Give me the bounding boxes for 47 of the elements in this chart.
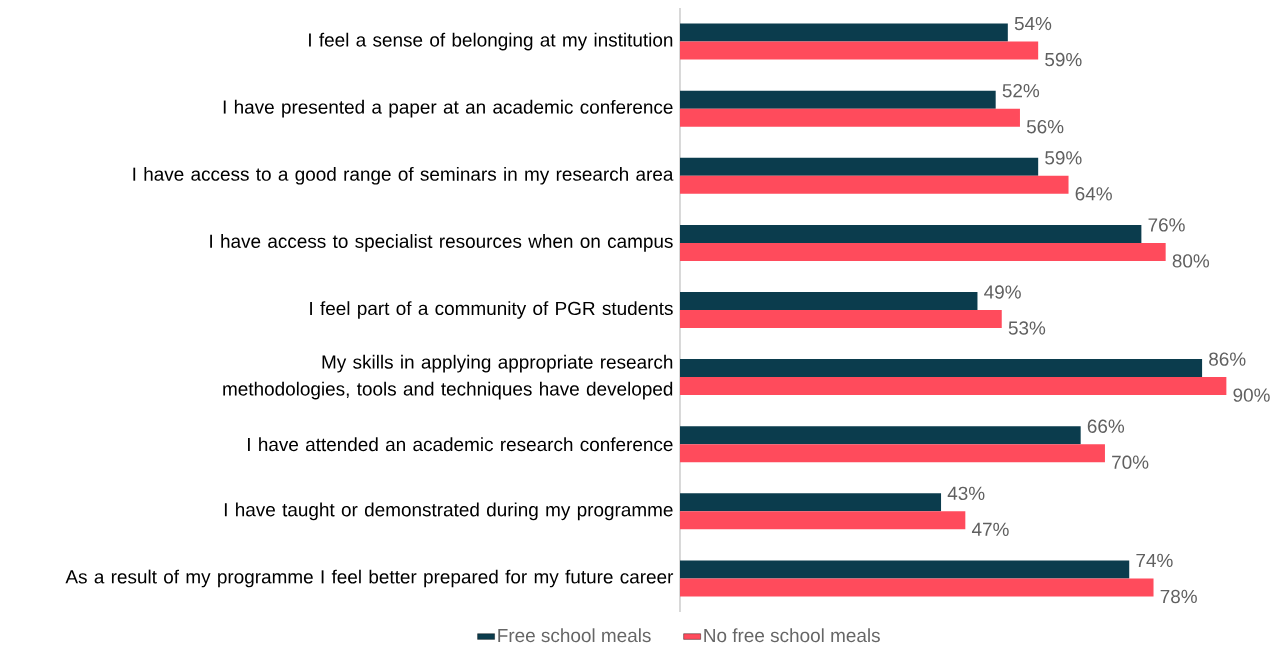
bar — [680, 23, 1008, 42]
y-tick-label: I feel part of a community of PGR students — [310, 301, 673, 319]
y-tick-label: I have access to specialist resources when on campus — [210, 234, 673, 252]
bar — [680, 426, 1081, 445]
data-label: 47% — [971, 522, 1009, 536]
data-label: 64% — [1075, 187, 1112, 201]
bar — [680, 310, 1002, 329]
bar — [680, 41, 1039, 60]
y-tick-label: I have taught or demonstrated during my programme — [224, 502, 673, 521]
y-tick-label: I have access to a good range of seminars in my research area — [133, 166, 674, 185]
bar — [680, 377, 1227, 396]
y-tick-label: I have attended an academic research conference — [248, 437, 673, 452]
data-label: 90% — [1233, 388, 1270, 402]
data-label: 76% — [1148, 218, 1185, 232]
y-tick-label: I feel a sense of belonging at my institution — [309, 32, 673, 51]
data-label: 59% — [1045, 151, 1082, 165]
data-label: 52% — [1002, 83, 1040, 98]
bar — [680, 444, 1105, 463]
bar — [680, 578, 1154, 597]
y-tick-label: I have presented a paper at an academic conference — [223, 99, 673, 118]
bar — [680, 175, 1069, 194]
y-tick-label: As a result of my programme I feel better prepared for my future career — [65, 569, 674, 588]
data-label: 54% — [1014, 16, 1052, 31]
legend-label: Free school meals — [498, 628, 651, 643]
bar — [680, 242, 1166, 261]
bar — [680, 560, 1130, 579]
data-label: 53% — [1008, 321, 1046, 335]
bar — [680, 90, 996, 109]
bar — [680, 359, 1203, 378]
data-label: 43% — [947, 486, 985, 501]
data-label: 78% — [1160, 589, 1197, 604]
data-label: 70% — [1112, 455, 1149, 469]
data-label: 56% — [1026, 119, 1064, 134]
y-tick-label: My skills in applying appropriate research methodologies, tools and techniques have developed — [223, 354, 673, 400]
bar — [680, 157, 1039, 176]
data-label: 49% — [984, 285, 1021, 299]
data-label: 66% — [1087, 419, 1125, 433]
legend-label: No free school meals — [704, 628, 880, 643]
bar — [680, 108, 1020, 127]
data-label: 80% — [1172, 254, 1210, 268]
data-label: 86% — [1209, 352, 1246, 366]
bar — [680, 224, 1142, 243]
data-label: 59% — [1045, 52, 1082, 67]
bar — [680, 493, 942, 512]
bar — [680, 292, 978, 311]
bar — [680, 511, 966, 530]
data-label: 74% — [1136, 553, 1173, 568]
